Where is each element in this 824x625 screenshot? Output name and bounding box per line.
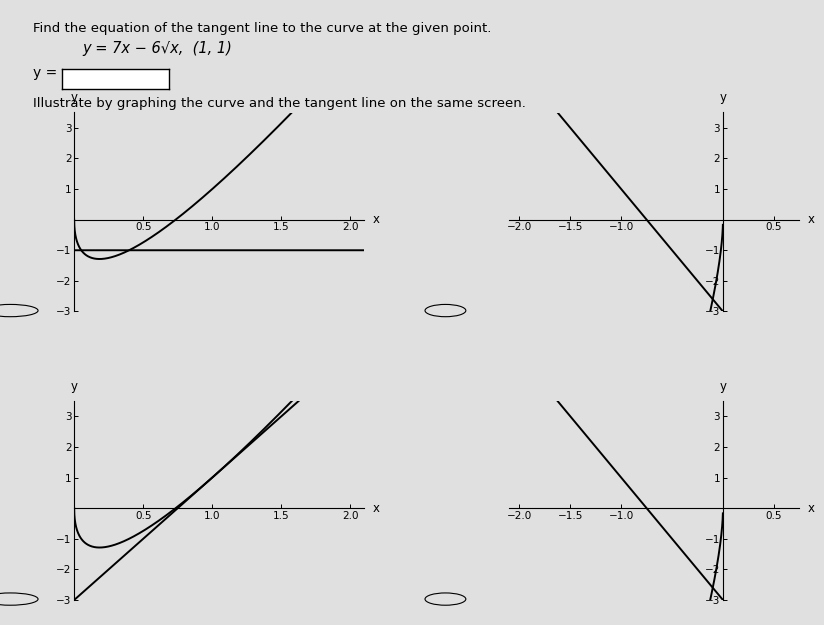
Text: y: y (71, 91, 77, 104)
Text: y: y (719, 91, 727, 104)
Text: x: x (808, 213, 815, 226)
Circle shape (425, 304, 466, 317)
Text: Illustrate by graphing the curve and the tangent line on the same screen.: Illustrate by graphing the curve and the… (33, 97, 526, 110)
Text: y: y (719, 379, 727, 392)
Text: x: x (372, 502, 380, 514)
Text: x: x (808, 502, 815, 514)
Text: y = 7x − 6√x,  (1, 1): y = 7x − 6√x, (1, 1) (82, 41, 232, 56)
Circle shape (0, 593, 38, 605)
Text: y: y (71, 379, 77, 392)
Circle shape (425, 593, 466, 605)
Circle shape (0, 304, 38, 317)
Text: x: x (372, 213, 380, 226)
Text: Find the equation of the tangent line to the curve at the given point.: Find the equation of the tangent line to… (33, 22, 491, 35)
Text: y =: y = (33, 66, 57, 79)
